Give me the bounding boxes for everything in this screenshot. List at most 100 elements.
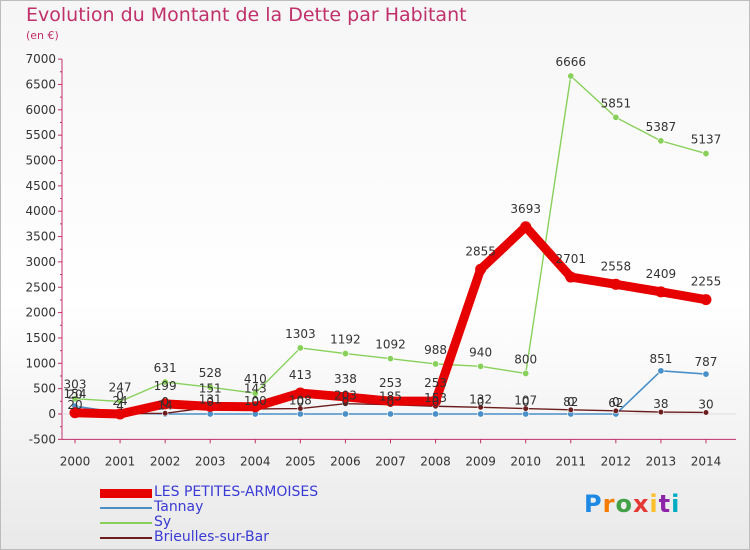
y-tick-label: 0 [48, 407, 56, 421]
logo-letter: i [671, 490, 681, 518]
data-label-les-petites-armoises: 2255 [691, 275, 722, 289]
data-point-sy [567, 72, 575, 80]
x-tick-label: 2011 [555, 454, 586, 468]
x-tick-label: 2004 [240, 454, 271, 468]
data-label-tannay: 0 [161, 395, 169, 409]
data-label-tannay: 0 [477, 395, 485, 409]
data-point-les-petites-armoises [69, 407, 81, 419]
data-label-sy: 1092 [375, 338, 406, 352]
legend-label: Tannay [154, 499, 204, 515]
data-label-sy: 528 [199, 366, 222, 380]
data-point-les-petites-armoises [565, 271, 577, 283]
y-tick-label: 3500 [25, 230, 56, 244]
x-tick-label: 2000 [60, 454, 91, 468]
data-point-les-petites-armoises [159, 398, 171, 410]
data-label-tannay: 0 [387, 395, 395, 409]
data-point-les-petites-armoises [384, 395, 396, 407]
x-tick-label: 2008 [420, 454, 451, 468]
legend-swatch [100, 537, 152, 539]
data-point-brieulles-sur-bar [162, 410, 169, 417]
data-point-sy [296, 344, 304, 352]
data-label-sy: 1303 [285, 327, 316, 341]
y-tick-label: 1500 [25, 331, 56, 345]
data-point-sy [341, 350, 349, 358]
data-label-brieulles-sur-bar: 100 [244, 394, 267, 408]
data-point-les-petites-armoises [430, 395, 442, 407]
y-tick-label: 3000 [25, 255, 56, 269]
data-labels-layer: 20 0 199 151 143 413 338 253 253 2855 3693 2701 2558… [64, 55, 722, 413]
y-tick-label: 7000 [25, 52, 56, 66]
y-tick-label: 4500 [25, 179, 56, 193]
data-label-les-petites-armoises: 413 [289, 368, 312, 382]
data-point-les-petites-armoises [204, 400, 216, 412]
logo-letter: o [615, 490, 633, 518]
data-point-sy [477, 362, 485, 370]
data-label-les-petites-armoises: 143 [244, 382, 267, 396]
data-label-brieulles-sur-bar: 185 [379, 390, 402, 404]
x-tick-label: 2005 [285, 454, 316, 468]
data-label-sy: 988 [424, 343, 447, 357]
data-label-tannay: 154 [64, 387, 87, 401]
x-tick-label: 2014 [691, 454, 722, 468]
y-tick-label: 6000 [25, 103, 56, 117]
data-label-brieulles-sur-bar: 131 [199, 392, 222, 406]
data-point-brieulles-sur-bar [567, 406, 574, 413]
legend-swatch [100, 507, 152, 509]
y-tick-label: 1000 [25, 356, 56, 370]
data-label-tannay: 0 [612, 395, 620, 409]
data-label-tannay: 0 [251, 395, 259, 409]
data-label-les-petites-armoises: 2855 [465, 244, 496, 258]
proxiti-logo: Proxiti [584, 490, 680, 518]
data-point-tannay [657, 367, 665, 375]
y-tick-label: 5000 [25, 154, 56, 168]
data-label-les-petites-armoises: 338 [334, 372, 357, 386]
data-point-tannay [432, 410, 440, 418]
y-tick-label: 500 [33, 382, 56, 396]
data-point-les-petites-armoises [114, 408, 126, 420]
data-point-tannay [702, 370, 710, 378]
x-tick-label: 2007 [375, 454, 406, 468]
y-tick-label: 5500 [25, 128, 56, 142]
data-label-brieulles-sur-bar: 132 [469, 392, 492, 406]
data-label-les-petites-armoises: 3693 [510, 202, 541, 216]
data-label-sy: 5387 [646, 120, 677, 134]
data-point-les-petites-armoises [700, 294, 712, 306]
data-point-les-petites-armoises [294, 387, 306, 399]
x-tick-label: 2013 [646, 454, 677, 468]
data-label-sy: 800 [514, 352, 537, 366]
data-point-les-petites-armoises [249, 401, 261, 413]
data-label-tannay: 0 [206, 395, 214, 409]
data-label-brieulles-sur-bar: 62 [608, 396, 623, 410]
data-label-brieulles-sur-bar: 30 [698, 397, 713, 411]
logo-letter: x [632, 490, 650, 518]
data-label-tannay: 0 [567, 395, 575, 409]
data-label-tannay: 0 [522, 395, 530, 409]
data-label-sy: 1192 [330, 333, 361, 347]
data-label-brieulles-sur-bar: 38 [653, 397, 668, 411]
data-point-sy [657, 137, 665, 145]
data-label-tannay: 0 [432, 395, 440, 409]
data-label-sy: 410 [244, 372, 267, 386]
data-point-tannay [296, 410, 304, 418]
data-label-sy: 247 [109, 380, 132, 394]
data-point-brieulles-sur-bar [657, 408, 665, 416]
data-label-tannay: 24 [112, 394, 127, 408]
y-tick-label: 2500 [25, 280, 56, 294]
data-point-tannay [522, 410, 530, 418]
logo-letter: r [602, 490, 616, 518]
legend-item: Tannay [100, 499, 360, 516]
x-tick-label: 2002 [150, 454, 181, 468]
data-label-sy: 5137 [691, 133, 722, 147]
data-label-tannay: 0 [297, 395, 305, 409]
chart-title: Evolution du Montant de la Dette par Hab… [26, 4, 467, 26]
data-label-brieulles-sur-bar: 14 [157, 398, 172, 412]
x-tick-label: 2001 [105, 454, 136, 468]
x-tick-label: 2006 [330, 454, 361, 468]
y-tick-label: 2000 [25, 306, 56, 320]
data-point-sy [116, 397, 124, 405]
series-line-sy [74, 75, 707, 403]
data-label-tannay: 787 [695, 355, 718, 369]
data-label-sy: 5851 [601, 96, 632, 110]
